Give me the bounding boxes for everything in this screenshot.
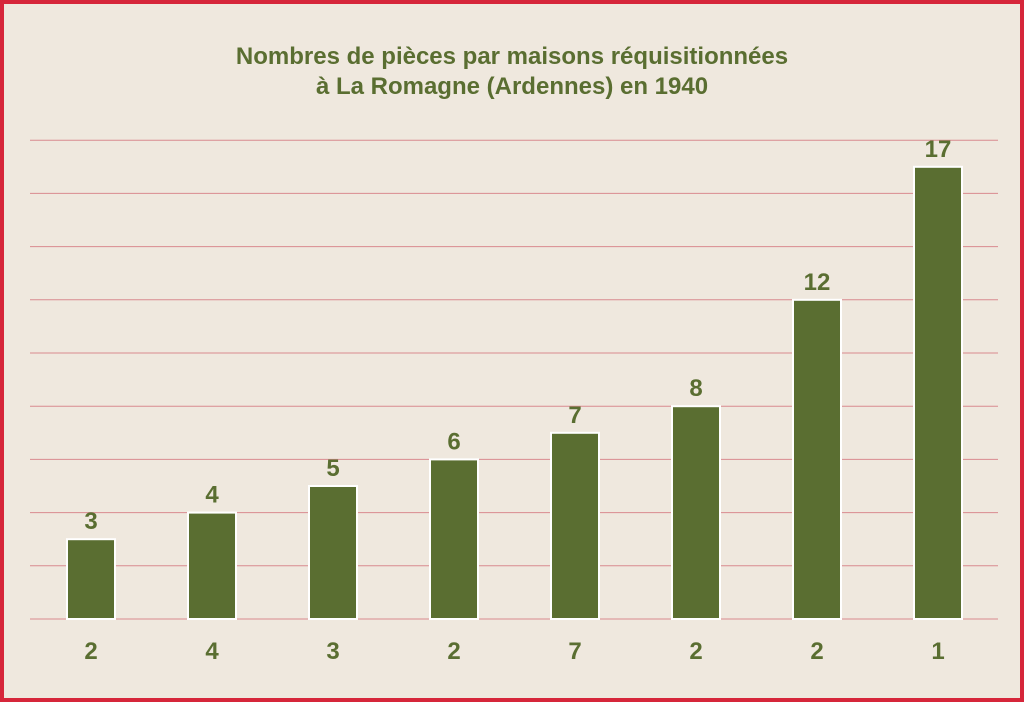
bar-value-label: 12 [804,269,831,296]
x-tick-label: 7 [568,638,581,665]
bar [308,485,358,620]
x-tick-label: 2 [689,638,702,665]
bar-value-label: 17 [925,136,952,163]
bar [671,405,721,621]
bar [792,298,842,620]
bar-value-label: 6 [447,428,460,455]
x-tick-label: 4 [205,638,219,665]
chart-title: Nombres de pièces par maisons réquisitio… [0,42,1024,102]
bar-value-label: 3 [84,508,97,535]
bar [913,165,963,621]
x-tick-label: 2 [84,638,97,665]
x-tick-label: 3 [326,638,339,665]
bar-value-label: 7 [568,402,581,429]
bar-value-label: 4 [205,482,219,509]
bar [66,538,116,621]
x-tick-label: 1 [931,638,944,665]
x-tick-label: 2 [810,638,823,665]
chart-title-line-2: à La Romagne (Ardennes) en 1940 [315,73,709,100]
x-tick-label: 2 [447,638,460,665]
bar [187,511,237,620]
bar-value-label: 5 [326,455,339,482]
bar [550,431,600,620]
bar [429,458,479,620]
bar-value-label: 8 [689,375,702,402]
chart-title-line-1: Nombres de pièces par maisons réquisitio… [235,43,789,70]
